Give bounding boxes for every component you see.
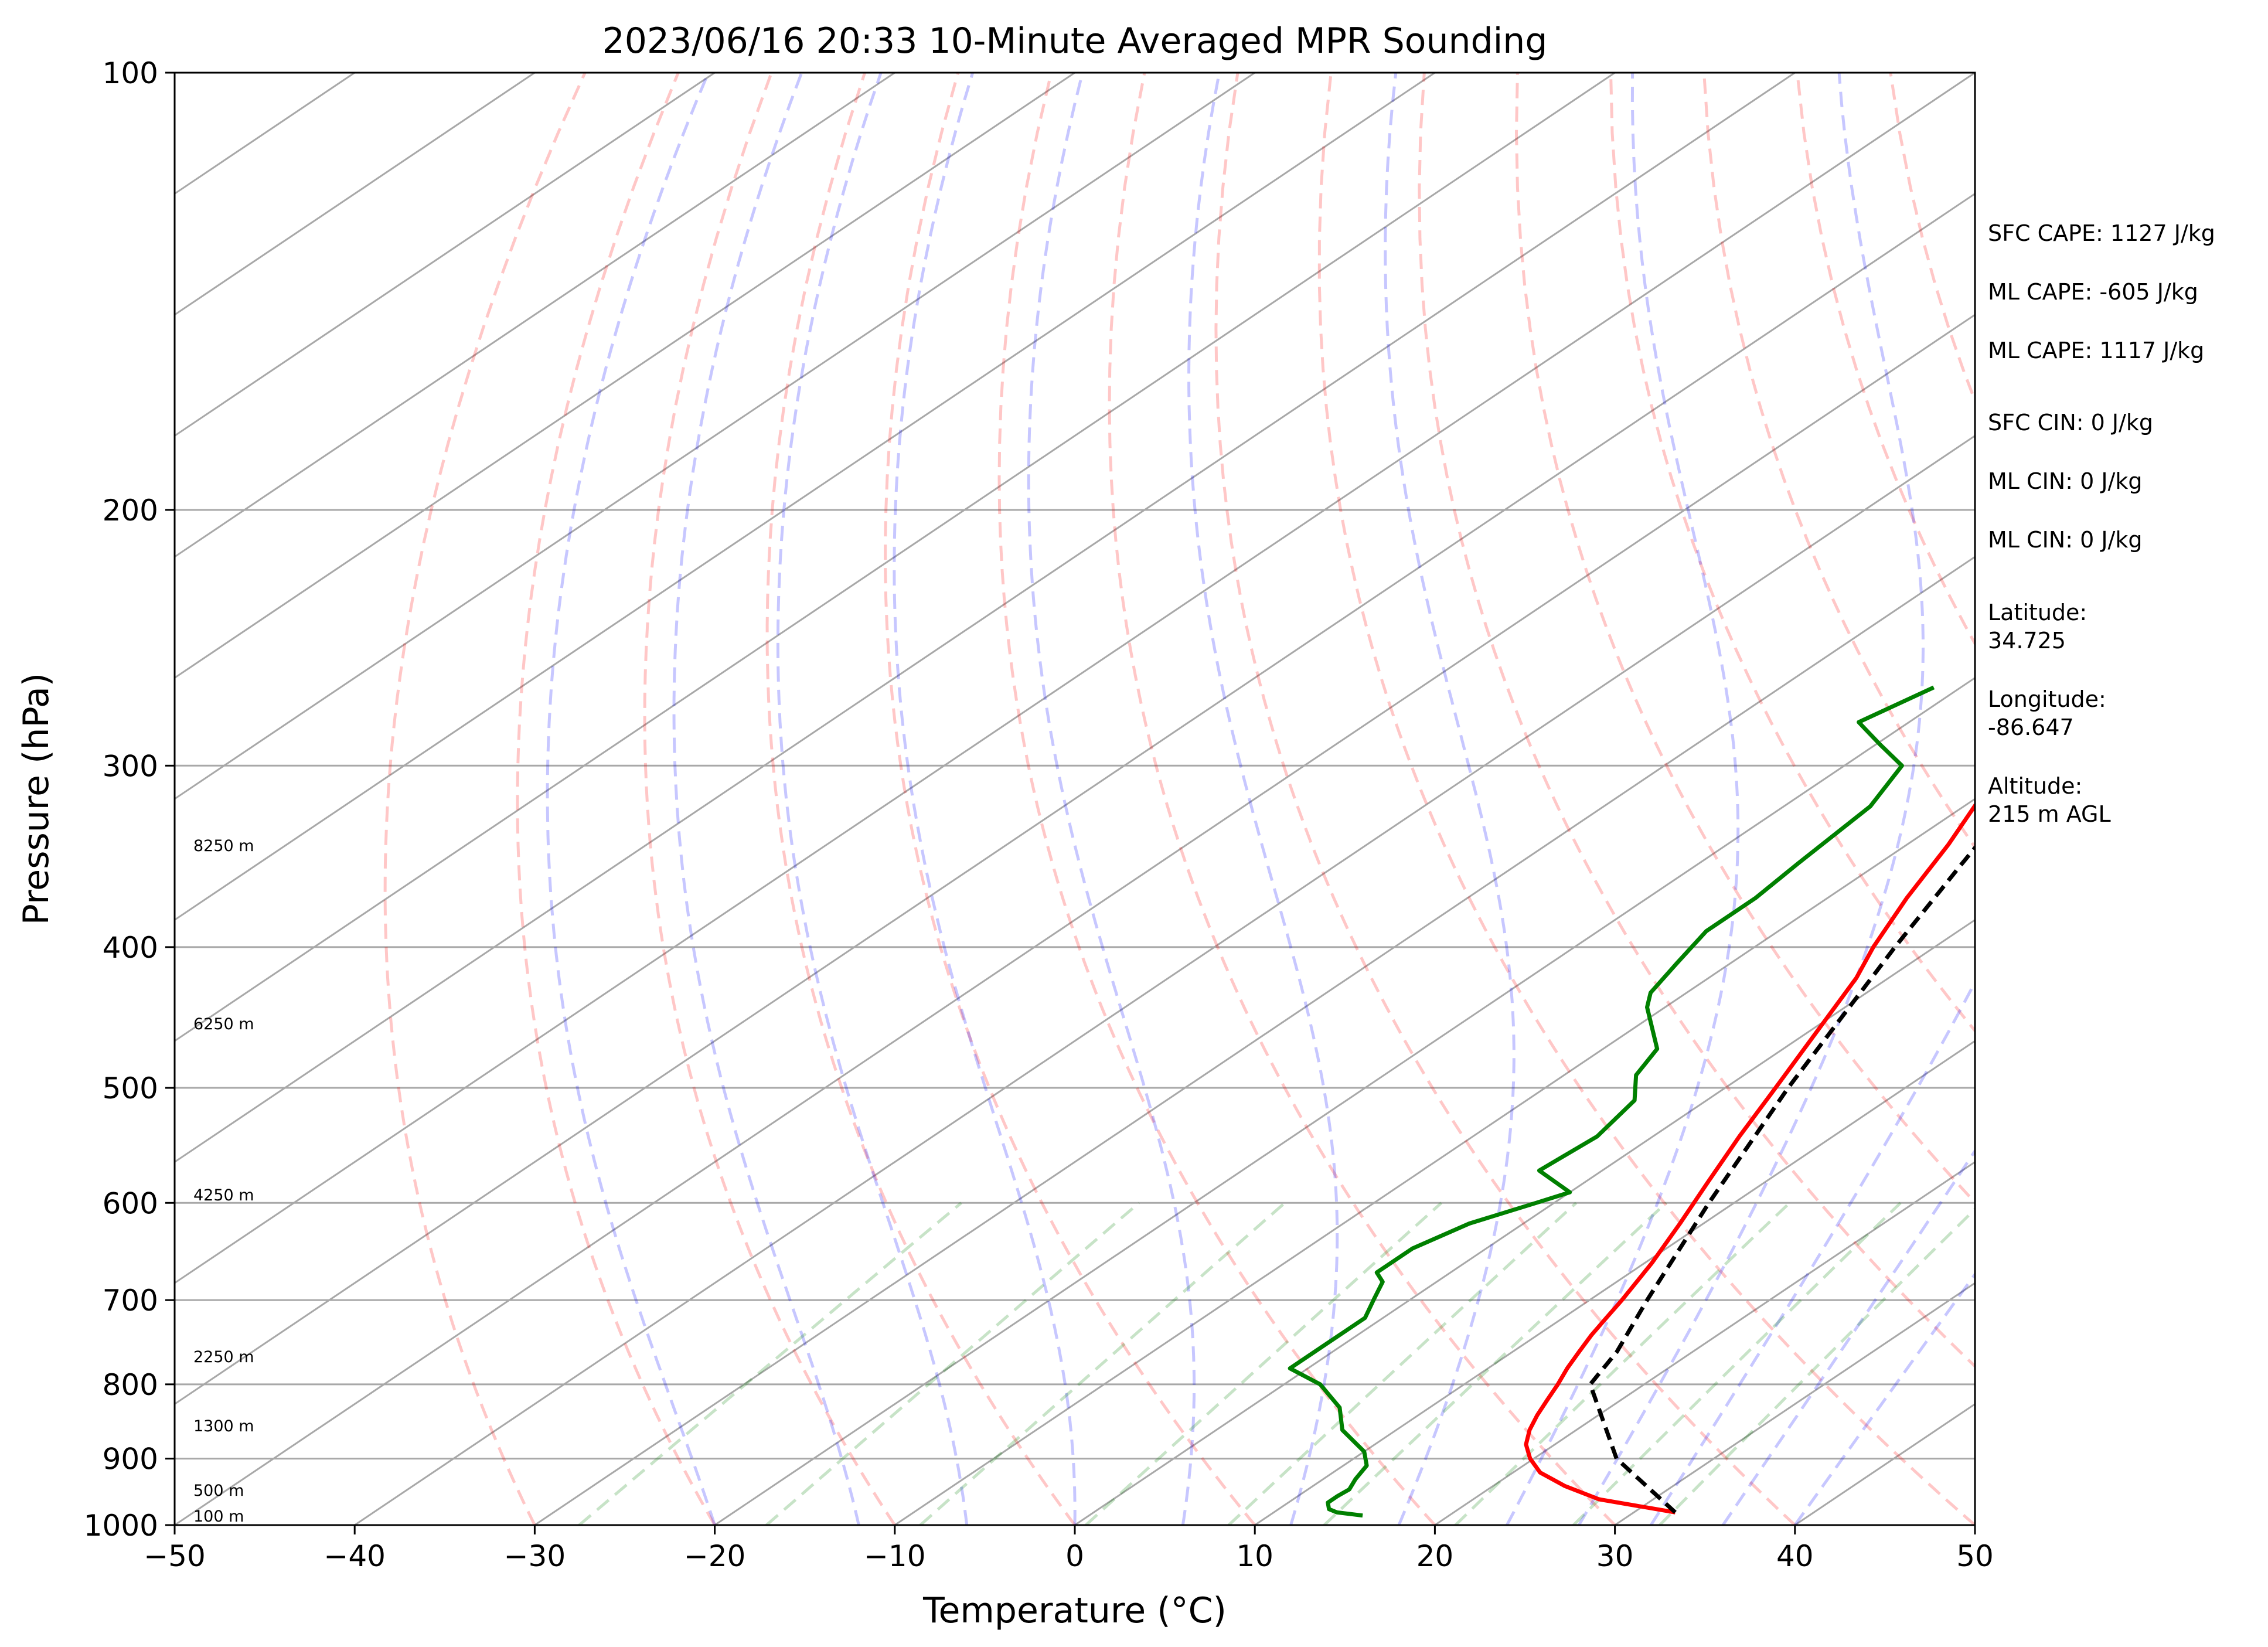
- x-tick-label: 0: [1065, 1539, 1084, 1573]
- x-tick-label: −10: [864, 1539, 926, 1573]
- x-tick-label: −20: [684, 1539, 746, 1573]
- isotherm-line: [894, 798, 1975, 1525]
- mixing-ratio-line: [919, 1202, 1286, 1525]
- height-label: 100 m: [193, 1508, 244, 1526]
- temperature-profile-line: [1524, 802, 1975, 1515]
- isotherm-line: [1434, 1161, 1975, 1525]
- info-line: ML CIN: 0 J/kg: [1988, 468, 2142, 494]
- dry-adiabat-line: [1317, 73, 1975, 1525]
- moist-adiabat-line: [546, 73, 716, 1525]
- isotherm-line: [1254, 1040, 1975, 1525]
- dry-adiabat-line: [643, 73, 896, 1525]
- moist-adiabat-line: [1649, 979, 1975, 1525]
- isotherm-line: [1074, 918, 1975, 1525]
- x-axis-label: Temperature (°C): [922, 1590, 1227, 1631]
- isotherm-line: [534, 556, 1975, 1525]
- mixing-ratio-line: [765, 1202, 1140, 1525]
- dry-adiabat-line: [997, 73, 1436, 1525]
- moist-adiabat-line: [1578, 73, 1925, 1525]
- info-value: -86.647: [1988, 714, 2074, 740]
- info-line: SFC CAPE: 1127 J/kg: [1988, 220, 2215, 246]
- height-label: 2250 m: [193, 1348, 254, 1366]
- info-line: SFC CIN: 0 J/kg: [1988, 410, 2153, 435]
- info-value: 215 m AGL: [1988, 801, 2111, 827]
- mixing-ratio-line: [1454, 1202, 1791, 1525]
- y-tick-label: 1000: [84, 1509, 158, 1543]
- mixing-ratio-line: [1227, 1202, 1578, 1525]
- y-tick-label: 500: [103, 1071, 158, 1105]
- moist-adiabat-line: [1506, 73, 1740, 1525]
- x-tick-label: 10: [1236, 1539, 1273, 1573]
- dry-adiabat-line: [765, 73, 1077, 1525]
- dry-adiabat-line: [1214, 73, 1796, 1525]
- parcel-profile-line: [1588, 844, 1975, 1514]
- x-tick-label: −50: [144, 1539, 206, 1573]
- height-label: 1300 m: [193, 1417, 254, 1435]
- dry-adiabat-line: [1418, 73, 1975, 1369]
- dewpoint-profile-line: [1288, 685, 1935, 1518]
- mixing-ratio-line: [1572, 1202, 1902, 1525]
- isotherm-line: [175, 73, 1616, 1042]
- info-line: ML CAPE: -605 J/kg: [1988, 279, 2198, 305]
- y-tick-label: 300: [103, 749, 158, 783]
- y-axis-label: Pressure (hPa): [16, 673, 57, 925]
- isotherm-line: [175, 73, 1796, 1163]
- x-tick-label: 50: [1956, 1539, 1994, 1573]
- isotherm-line: [354, 434, 1975, 1525]
- info-line: ML CIN: 0 J/kg: [1988, 527, 2142, 553]
- mixing-ratio-line: [1659, 1207, 1975, 1525]
- moist-adiabat-line: [776, 73, 969, 1525]
- y-tick-label: 900: [103, 1442, 158, 1476]
- x-tick-label: −30: [504, 1539, 566, 1573]
- info-label: Altitude:: [1988, 773, 2082, 799]
- x-tick-label: 40: [1776, 1539, 1814, 1573]
- moist-adiabat-line: [1721, 1148, 1975, 1525]
- y-tick-label: 700: [103, 1284, 158, 1318]
- moist-adiabat-line: [1384, 73, 1516, 1525]
- isotherm-line: [175, 192, 1975, 1406]
- y-tick-label: 600: [103, 1186, 158, 1220]
- info-value: 34.725: [1988, 628, 2066, 654]
- height-label: 4250 m: [193, 1186, 254, 1204]
- dry-adiabat-line: [1609, 73, 1975, 1033]
- y-tick-label: 200: [103, 494, 158, 528]
- moist-adiabat-line: [672, 73, 860, 1525]
- y-tick-label: 400: [103, 931, 158, 965]
- isotherm-line: [714, 676, 1975, 1525]
- y-tick-label: 100: [103, 56, 158, 90]
- height-label: 8250 m: [193, 837, 254, 855]
- mixing-ratio-line: [1085, 1202, 1443, 1525]
- info-label: Latitude:: [1988, 600, 2087, 625]
- dry-adiabat-line: [1702, 73, 1975, 850]
- isotherm-line: [175, 73, 895, 558]
- isotherm-line: [175, 73, 1436, 921]
- dry-adiabat-line: [884, 73, 1256, 1525]
- dry-adiabat-line: [383, 73, 587, 1525]
- height-label: 6250 m: [193, 1015, 254, 1033]
- y-tick-label: 800: [103, 1368, 158, 1402]
- chart-title: 2023/06/16 20:33 10-Minute Averaged MPR …: [602, 21, 1548, 62]
- isotherm-line: [175, 73, 716, 437]
- height-label: 500 m: [193, 1482, 244, 1500]
- isotherm-line: [175, 73, 1256, 800]
- isotherm-line: [175, 73, 1075, 679]
- dry-adiabat-line: [1108, 73, 1616, 1525]
- x-tick-label: −40: [323, 1539, 386, 1573]
- moist-adiabat-line: [1793, 1271, 1975, 1525]
- info-line: ML CAPE: 1117 J/kg: [1988, 338, 2204, 363]
- x-tick-label: 30: [1596, 1539, 1634, 1573]
- dry-adiabat-line: [516, 73, 716, 1525]
- info-label: Longitude:: [1988, 686, 2106, 712]
- moist-adiabat-line: [893, 73, 1077, 1525]
- moist-adiabat-line: [1187, 73, 1339, 1525]
- mixing-ratio-line: [578, 1202, 962, 1525]
- x-tick-label: 20: [1416, 1539, 1454, 1573]
- moist-adiabat-line: [1027, 73, 1196, 1525]
